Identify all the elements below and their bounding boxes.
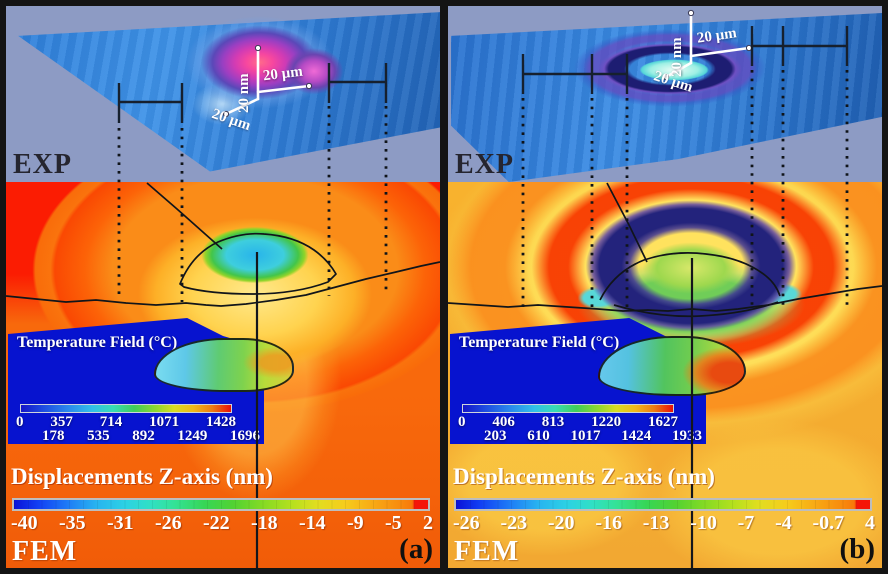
exp-label: EXP [455,149,514,180]
panel-tag-b: (b) [839,533,875,565]
temperature-ticks-row2: 178 535 892 1249 1696 [42,429,260,444]
temperature-title: Temperature Field (°C) [17,334,178,351]
z-scale-label: 20 nm [669,37,685,77]
tick-label: -13 [642,512,670,534]
tick-label: 1428 [206,414,236,430]
tick-label: 0 [16,414,24,430]
tick-label: -22 [203,512,230,534]
tick-label: -0.7 [812,512,845,534]
tick-label: -20 [547,512,575,534]
tick-label: -18 [251,512,278,534]
axis-end-dot [745,44,753,52]
tick-label: 2 [423,512,433,534]
displacement-colorbar [454,498,872,511]
axis-end-dot [687,9,695,17]
fem-label: FEM [12,536,78,567]
x-axis-line [689,46,751,58]
tick-label: 892 [132,428,155,444]
temperature-field-crosssection [154,338,294,392]
exp-section-a: 20 nm 20 µm 20 µm EXP [6,6,440,182]
x-axis-line [256,84,311,94]
tick-label: 1696 [230,428,260,444]
axis-end-dot [305,82,313,90]
z-scale-label: 20 nm [236,73,252,113]
tick-label: -40 [11,512,38,534]
temperature-title: Temperature Field (°C) [459,334,620,351]
tick-label: 714 [99,414,123,430]
tick-label: -16 [595,512,622,534]
scale-triad-b: 20 nm 20 µm 20 µm [603,6,768,102]
tick-label: -35 [59,512,86,534]
tick-label: -7 [737,512,755,534]
fem-section-b: Temperature Field (°C) 0 406 813 1220 1627 2… [448,182,882,568]
fem-section-a: Temperature Field (°C) 0 357 714 1071 1428 1… [6,182,440,568]
tick-label: 1249 [177,428,208,444]
tick-label: 813 [541,414,565,430]
tick-label: -10 [690,512,717,534]
exp-section-b: 20 nm 20 µm 20 µm EXP [448,6,882,182]
panel-b: 20 nm 20 µm 20 µm EXP Temperature Field … [448,6,882,568]
displacement-colorbar [12,498,430,511]
tick-label: 1627 [648,414,678,430]
tick-label: -14 [299,512,326,534]
scale-triad-a: 20 nm 20 µm 20 µm [195,40,345,136]
temperature-colorbar [20,404,232,413]
tick-label: 406 [492,414,515,430]
tick-label: -26 [453,512,480,534]
axis-end-dot [254,44,262,52]
displacement-ticks: -40 -35 -31 -26 -22 -18 -14 -9 -5 2 [11,513,433,533]
tick-label: 1220 [591,414,622,430]
displacement-title: Displacements Z-axis (nm) [11,464,273,489]
panel-a: 20 nm 20 µm 20 µm EXP Temperature Field … [6,6,440,568]
tick-label: 1017 [570,428,601,444]
tick-label: 1933 [672,428,702,444]
tick-label: 535 [87,428,110,444]
temperature-ticks-row2: 203 610 1017 1424 1933 [484,429,702,444]
tick-label: 0 [458,414,466,430]
tick-label: 1424 [621,428,652,444]
tick-label: 203 [484,428,507,444]
tick-label: 178 [42,428,65,444]
displacement-ticks: -26 -23 -20 -16 -13 -10 -7 -4 -0.7 4 [453,513,875,533]
displacement-title: Displacements Z-axis (nm) [453,464,715,489]
fem-label: FEM [454,536,520,567]
temperature-colorbar [462,404,674,413]
tick-label: 4 [864,512,875,534]
tick-label: -23 [500,512,528,534]
tick-label: -9 [347,512,364,534]
panel-tag-a: (a) [399,533,433,565]
exp-label: EXP [13,149,72,180]
tick-label: -26 [155,512,182,534]
temperature-ticks-row1: 0 357 714 1071 1428 [16,415,236,430]
tick-label: -5 [385,512,402,534]
tick-label: -4 [775,512,792,534]
tick-label: 357 [50,414,73,430]
tick-label: -31 [107,512,134,534]
temperature-field-crosssection [598,336,746,396]
temperature-ticks-row1: 0 406 813 1220 1627 [458,415,678,430]
tick-label: 1071 [149,414,180,430]
tick-label: 610 [527,428,550,444]
